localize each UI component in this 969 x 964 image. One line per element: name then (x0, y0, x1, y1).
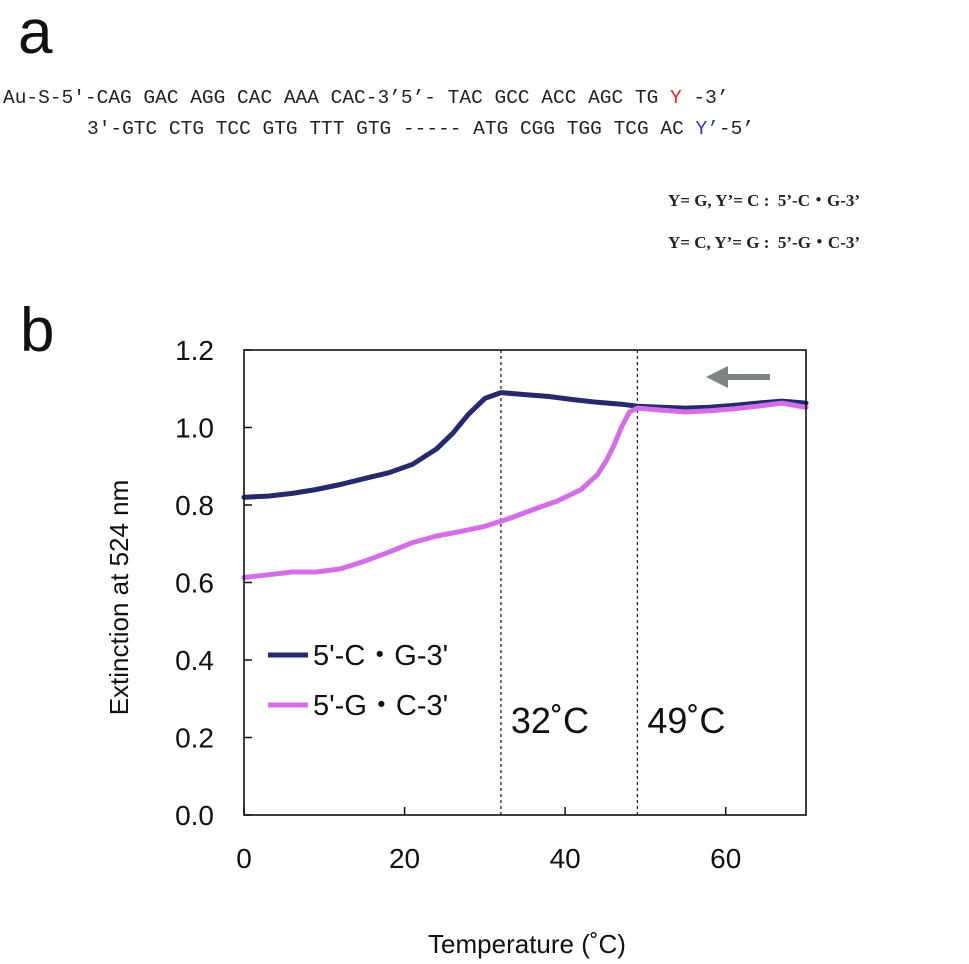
x-axis-title: Temperature (˚C) (428, 929, 626, 959)
x-axis-ticks: 0 20 40 60 (236, 807, 741, 874)
cooling-direction-arrow-icon (706, 366, 770, 388)
y-tick-label: 1.0 (175, 413, 214, 444)
plot-frame (243, 349, 807, 816)
vline-label-32: 32˚C (511, 700, 589, 741)
y-tick-label: 0.4 (175, 645, 214, 676)
vline-group (500, 350, 639, 815)
top-strand-right-suffix: -3’ (681, 87, 729, 109)
top-strand-left-part: Au-S-5'-CAG GAC AGG CAC AAA CAC-3’ (3, 87, 401, 109)
panel-a-label: a (18, 0, 53, 67)
y-tick-label: 0.2 (175, 723, 214, 754)
bottom-strand-prefix: 3'-GTC CTG TCC GTG TTT GTG ----- ATG CGG… (87, 118, 696, 140)
series-group (241, 390, 809, 580)
x-tick-label: 60 (710, 843, 741, 874)
vline-label-49: 49˚C (647, 700, 725, 741)
legend-label-2: 5'-G・C-3' (313, 690, 448, 722)
arrow-head (706, 366, 728, 388)
top-strand-variable-base: Y (670, 87, 682, 109)
top-strand-right-prefix: 5’- TAC GCC ACC AGC TG (400, 87, 671, 109)
y-axis-title: Extinction at 524 nm (104, 480, 134, 716)
panel-b-label: b (20, 296, 55, 365)
bottom-strand-suffix: -5’ (718, 118, 755, 140)
x-tick-label: 40 (550, 843, 581, 874)
annotation-labels: 32˚C 49˚C (511, 700, 726, 741)
definition-cg: Y= G, Y’= C : 5’-C・G-3’ (668, 191, 861, 210)
sequence-top-strand: Au-S-5'-CAG GAC AGG CAC AAA CAC-3’5’- TA… (3, 87, 729, 109)
y-tick-label: 1.2 (175, 335, 214, 366)
x-tick-label: 0 (236, 843, 252, 874)
y-tick-label: 0.6 (175, 568, 214, 599)
bottom-strand-variable-base: Y’ (695, 118, 719, 140)
y-axis-ticks: 0.0 0.2 0.4 0.6 0.8 1.0 1.2 (175, 335, 252, 831)
y-tick-label: 0.8 (175, 490, 214, 521)
sequence-bottom-strand: 3'-GTC CTG TCC GTG TTT GTG ----- ATG CGG… (87, 118, 755, 140)
series-line-2 (241, 400, 809, 580)
x-tick-label: 20 (389, 843, 420, 874)
legend: 5'-C・G-3' 5'-G・C-3' (268, 640, 448, 722)
series-line-1 (241, 390, 809, 500)
y-tick-label: 0.0 (175, 800, 214, 831)
legend-label-1: 5'-C・G-3' (313, 640, 448, 672)
definition-gc: Y= C, Y’= G : 5’-G・C-3’ (668, 233, 861, 252)
